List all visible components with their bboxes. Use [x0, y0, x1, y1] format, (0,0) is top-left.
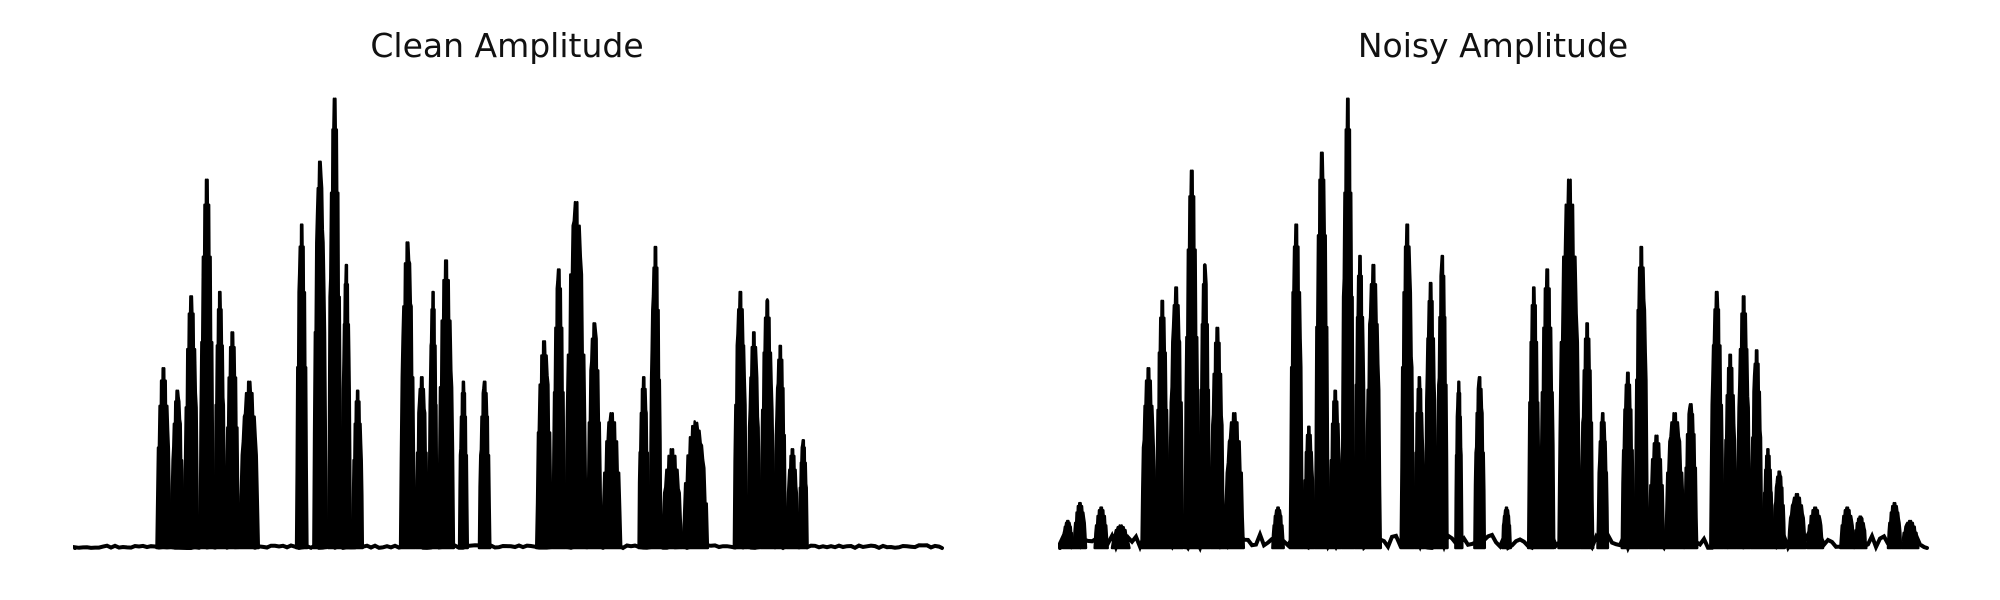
noisy-amplitude-burst	[1806, 506, 1825, 550]
noisy-amplitude-burst	[1886, 501, 1903, 550]
clean-amplitude-burst	[326, 97, 343, 550]
clean-amplitude-burst	[238, 380, 261, 550]
clean-amplitude-burst	[785, 447, 800, 550]
noisy-amplitude-burst	[1423, 281, 1438, 550]
noisy-amplitude-burst	[1500, 506, 1513, 550]
clean-amplitude-burst	[746, 331, 762, 550]
noisy-amplitude-burst	[1620, 371, 1636, 550]
noisy-amplitude-burst	[1787, 492, 1807, 550]
noisy-amplitude-burst	[1772, 470, 1787, 550]
clean-amplitude-burst	[437, 259, 456, 550]
noisy-amplitude-burst	[1839, 506, 1856, 550]
noisy-amplitude-burst	[1526, 286, 1541, 550]
noisy-amplitude-panel: Noisy Amplitude	[1058, 26, 1929, 554]
noisy-amplitude-burst	[1183, 169, 1200, 550]
noisy-amplitude-burst	[1435, 254, 1449, 550]
noisy-amplitude-burst	[1633, 245, 1650, 550]
noisy-amplitude-burst	[1198, 263, 1212, 550]
noisy-amplitude-burst	[1209, 326, 1226, 550]
noisy-amplitude-burst	[1072, 501, 1088, 550]
noisy-amplitude-title: Noisy Amplitude	[1358, 26, 1628, 65]
noisy-amplitude-burst	[1900, 519, 1920, 550]
clean-amplitude-burst	[564, 200, 588, 550]
noisy-amplitude-burst	[1749, 349, 1764, 550]
clean-amplitude-burst	[457, 380, 470, 550]
clean-amplitude-burst	[660, 447, 684, 550]
noisy-amplitude-burst	[1302, 425, 1316, 550]
noisy-amplitude-burst	[1340, 97, 1356, 550]
clean-amplitude-burst	[759, 298, 776, 550]
clean-amplitude-burst	[477, 380, 492, 550]
noisy-amplitude-burst	[1140, 367, 1157, 550]
clean-amplitude-burst	[637, 376, 651, 550]
noisy-amplitude-burst	[1353, 254, 1367, 550]
clean-amplitude-burst	[586, 322, 603, 550]
clean-amplitude-burst	[414, 376, 430, 550]
noisy-amplitude-burst	[1663, 411, 1686, 550]
noisy-amplitude-burst	[1328, 389, 1343, 550]
clean-amplitude-title: Clean Amplitude	[370, 26, 643, 65]
clean-amplitude-burst	[155, 367, 172, 550]
noisy-amplitude-burst	[1722, 353, 1738, 550]
clean-amplitude-burst	[732, 290, 749, 550]
noisy-amplitude-burst	[1110, 524, 1131, 550]
noisy-amplitude-burst	[1852, 515, 1868, 550]
clean-amplitude-burst	[797, 438, 809, 550]
noisy-amplitude-burst	[1682, 403, 1699, 550]
clean-amplitude-burst	[312, 160, 328, 550]
clean-amplitude-burst	[351, 389, 365, 550]
noisy-amplitude-burst	[1579, 322, 1595, 550]
noisy-amplitude-burst	[1413, 376, 1426, 550]
clean-amplitude-burst	[534, 340, 554, 550]
noisy-amplitude-burst	[1223, 411, 1246, 550]
clean-amplitude-burst	[427, 290, 439, 550]
clean-amplitude-burst	[169, 389, 185, 550]
noisy-amplitude-burst	[1709, 290, 1725, 550]
clean-amplitude-panel: Clean Amplitude	[73, 26, 944, 551]
clean-amplitude-burst	[182, 295, 200, 550]
noisy-amplitude-burst	[1473, 376, 1487, 550]
clean-amplitude-burst	[224, 331, 241, 550]
clean-amplitude-burst	[681, 420, 710, 550]
noisy-amplitude-burst	[1539, 268, 1556, 550]
clean-amplitude-burst	[398, 241, 417, 550]
clean-amplitude-plot	[73, 97, 944, 551]
clean-amplitude-burst	[773, 344, 788, 550]
noisy-amplitude-burst	[1167, 286, 1185, 550]
noisy-amplitude-burst	[1761, 447, 1774, 550]
noisy-amplitude-burst	[1596, 411, 1610, 550]
noisy-amplitude-burst	[1271, 506, 1285, 550]
noisy-amplitude-burst	[1093, 506, 1109, 550]
clean-amplitude-burst	[213, 290, 227, 550]
noisy-amplitude-burst	[1313, 151, 1331, 550]
noisy-amplitude-burst	[1061, 519, 1075, 550]
clean-amplitude-burst	[600, 411, 623, 550]
noisy-amplitude-plot	[1058, 97, 1929, 554]
clean-amplitude-burst	[294, 223, 309, 550]
clean-amplitude-burst	[648, 245, 663, 550]
clean-amplitude-burst	[340, 263, 352, 550]
noisy-amplitude-burst	[1454, 380, 1464, 550]
noisy-amplitude-burst	[1557, 178, 1582, 550]
clean-amplitude-burst	[551, 268, 567, 550]
noisy-amplitude-burst	[1364, 263, 1383, 550]
noisy-amplitude-burst	[1288, 223, 1305, 550]
noisy-amplitude-burst	[1735, 295, 1752, 550]
noisy-amplitude-burst	[1647, 434, 1666, 550]
noisy-amplitude-burst	[1154, 299, 1170, 550]
clean-amplitude-burst	[198, 178, 215, 550]
noisy-amplitude-burst	[1399, 223, 1415, 550]
